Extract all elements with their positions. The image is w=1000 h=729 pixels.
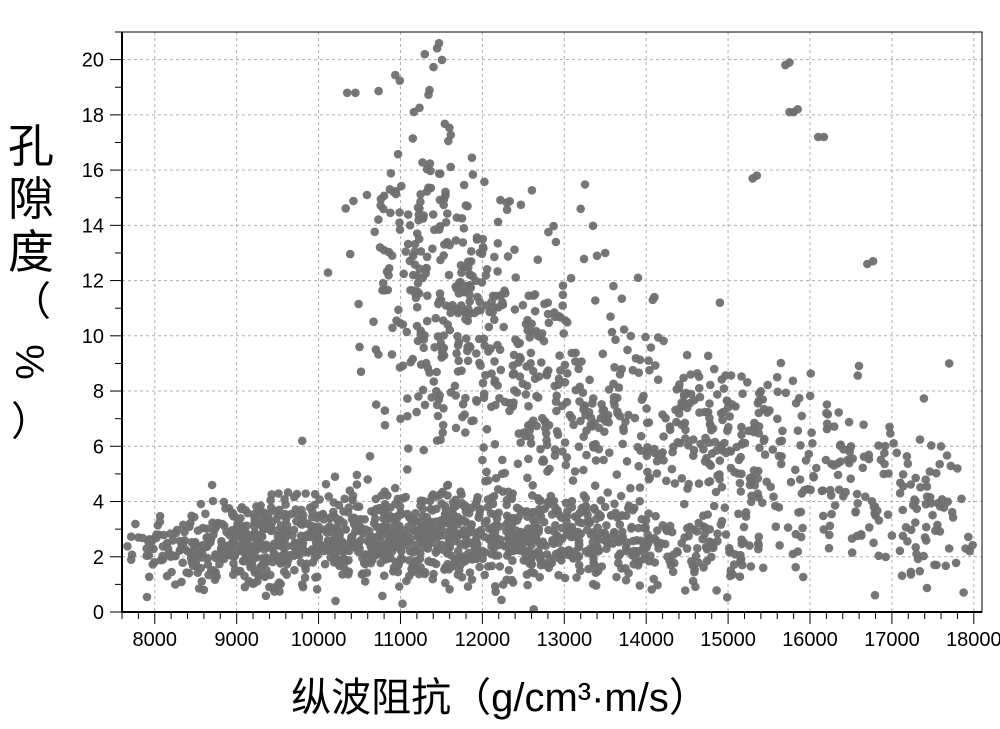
x-tick-label: 13000 — [536, 629, 592, 651]
y-axis-label: 孔 隙 度 （ % ） — [8, 120, 54, 445]
plot-bg — [0, 0, 1000, 729]
x-tick-label: 15000 — [700, 629, 756, 651]
chart-svg: 8000 9000 10000 11000 12000 13000 14000 15000 16… — [0, 0, 1000, 729]
y-tick-label: 18 — [82, 105, 104, 127]
y-axis-label-paren-open: （ — [8, 279, 54, 325]
y-tick-label: 6 — [93, 436, 104, 458]
x-tick-label: 10000 — [291, 629, 347, 651]
x-tick-label: 11000 — [373, 629, 427, 651]
y-axis-label-percent: % — [8, 339, 54, 385]
y-axis-label-cjk-1: 孔 — [8, 120, 54, 173]
y-tick-label: 10 — [82, 326, 104, 348]
x-tick-label: 14000 — [618, 629, 674, 651]
x-tick-label: 18000 — [946, 629, 1000, 651]
y-tick-label: 12 — [82, 271, 104, 293]
y-axis-label-cjk-2: 隙 — [8, 173, 54, 226]
y-tick-label: 8 — [93, 381, 104, 403]
x-tick-label: 12000 — [455, 629, 511, 651]
y-tick-label: 2 — [93, 547, 104, 569]
x-tick-label: 8000 — [133, 629, 178, 651]
y-tick-label: 20 — [82, 50, 104, 72]
y-tick-label: 4 — [93, 492, 104, 514]
x-tick-label: 17000 — [864, 629, 920, 651]
y-axis-label-paren-close: ） — [8, 399, 54, 445]
scatter-chart: 8000 9000 10000 11000 12000 13000 14000 15000 16… — [0, 0, 1000, 729]
x-axis-label: 纵波阻抗（g/cm³·m/s） — [0, 665, 1000, 723]
y-tick-label: 0 — [93, 602, 104, 624]
x-tick-label: 9000 — [214, 629, 259, 651]
y-tick-label: 14 — [82, 215, 104, 237]
y-tick-label: 16 — [82, 160, 104, 182]
x-tick-label: 16000 — [782, 629, 838, 651]
y-axis-label-cjk-3: 度 — [8, 226, 54, 279]
